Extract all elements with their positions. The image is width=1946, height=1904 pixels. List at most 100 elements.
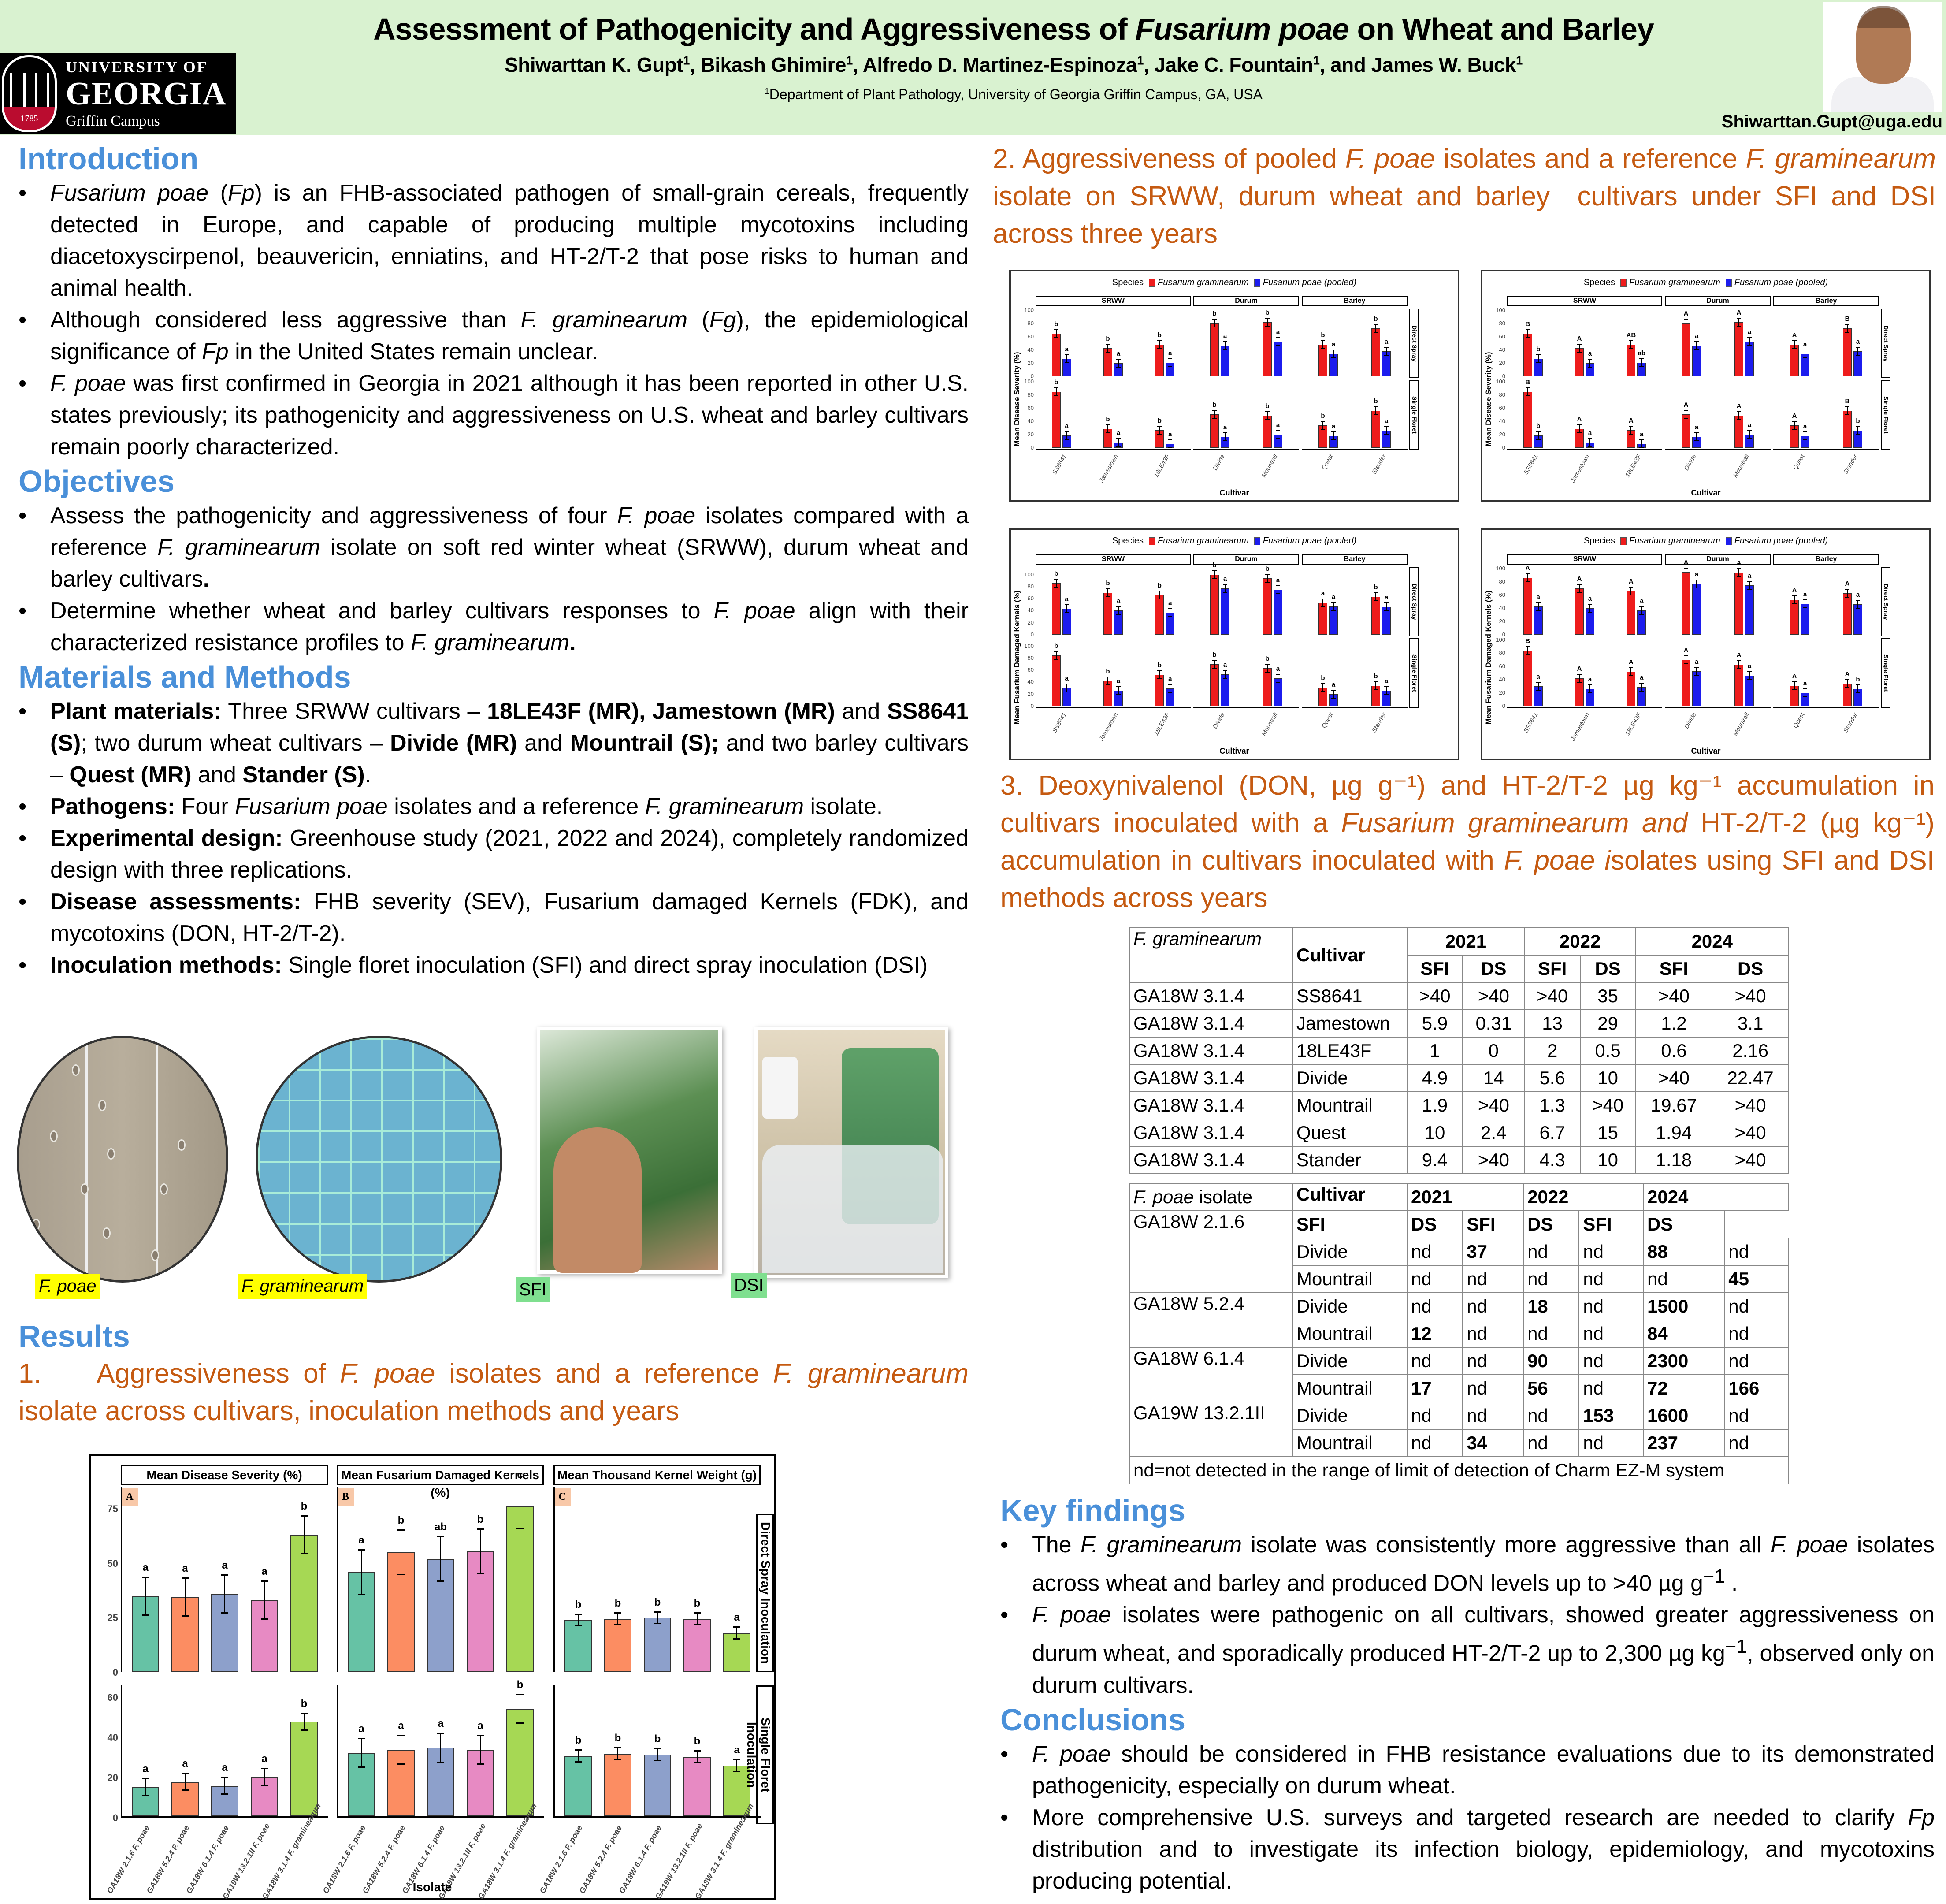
value-cell: 1.3	[1524, 1091, 1581, 1119]
chart-legend: Species Fusarium graminearum Fusarium poae…	[1112, 278, 1357, 287]
bar	[1692, 584, 1701, 635]
bar	[290, 1535, 318, 1672]
value-cell: >40	[1712, 982, 1789, 1010]
facet-label: Single Floret Inoculation	[1881, 638, 1890, 708]
bar	[1790, 345, 1799, 376]
conclusion-bullet: F. poae should be considered in FHB resi…	[1000, 1738, 1935, 1802]
value-cell: 4.9	[1407, 1064, 1463, 1092]
col-method: SFI	[1462, 1210, 1524, 1238]
value-cell: 37	[1462, 1238, 1524, 1266]
group-strip: SRWW	[1036, 296, 1191, 306]
contact-email[interactable]: Shiwarttan.Gupt@uga.edu	[1721, 112, 1942, 131]
value-cell: nd	[1724, 1429, 1789, 1457]
value-cell: 35	[1579, 982, 1636, 1010]
bar	[1155, 675, 1164, 706]
bar	[1682, 414, 1690, 448]
bar	[1682, 572, 1690, 635]
group-strip: Barley	[1302, 296, 1408, 306]
chart-legend: Species Fusarium graminearum Fusarium poae…	[1583, 278, 1828, 287]
cultivar-cell: 18LE43F	[1292, 1037, 1408, 1065]
label-f-poae: F. poae	[35, 1274, 100, 1299]
fdk-chart-uppercase: Species Fusarium graminearum Fusarium poae…	[1481, 528, 1931, 760]
value-cell: nd	[1724, 1292, 1789, 1320]
method-bullet: Pathogens: Four Fusarium poae isolates a…	[19, 791, 969, 822]
value-cell: >40	[1712, 1091, 1789, 1119]
author-name: James W. Buck	[1371, 53, 1516, 76]
facet-label: Direct Spray Inoculation	[1409, 309, 1419, 378]
value-cell: nd	[1523, 1320, 1580, 1348]
bar	[604, 1754, 631, 1816]
affiliation: 1Department of Plant Pathology, Universi…	[765, 86, 1263, 102]
value-cell: nd	[1724, 1347, 1789, 1375]
value-cell: 3.1	[1712, 1009, 1789, 1038]
bar	[1103, 592, 1112, 635]
bar	[1627, 345, 1636, 376]
chart-legend: Species Fusarium graminearum Fusarium poae…	[1583, 536, 1828, 546]
facet-label: Single Floret Inoculation	[1409, 380, 1419, 450]
value-cell: nd	[1406, 1238, 1463, 1266]
ht2-table: F. poae isolate Cultivar 2021 2022 2024 …	[1129, 1183, 1790, 1484]
value-cell: >40	[1635, 1064, 1713, 1092]
group-strip: Barley	[1773, 554, 1879, 565]
f-poae-micrograph	[17, 1036, 228, 1283]
value-cell: nd	[1462, 1292, 1524, 1320]
bar	[1263, 668, 1272, 706]
table-row: GA18W 3.1.4 SS8641 >40 >40 >40 35 >40 >40	[1129, 982, 1789, 1010]
value-cell: >40	[1407, 982, 1463, 1010]
bar	[1682, 660, 1690, 706]
finding-bullet: The F. graminearum isolate was consisten…	[1000, 1529, 1935, 1599]
authors: Shiwarttan K. Gupt1, Bikash Ghimire1, Al…	[505, 53, 1523, 76]
bar	[506, 1708, 534, 1816]
isolate-cell: GA18W 3.1.4	[1129, 1091, 1293, 1119]
value-cell: 1.94	[1635, 1119, 1713, 1147]
y-axis-title: Mean Fusarium Damaged Kernels (%)	[1484, 590, 1493, 725]
cultivar-cell: Divide	[1292, 1347, 1408, 1375]
value-cell: nd	[1578, 1238, 1644, 1266]
col-year: 2024	[1635, 927, 1790, 956]
group-strip: SRWW	[1507, 554, 1662, 565]
finding-bullet: F. poae isolates were pathogenic on all …	[1000, 1599, 1935, 1701]
bar	[1371, 328, 1380, 376]
method-bullet: Experimental design: Greenhouse study (2…	[19, 822, 969, 886]
bar	[1210, 323, 1219, 376]
objective-bullet: Assess the pathogenicity and aggressiven…	[19, 500, 969, 595]
value-cell: 4.3	[1524, 1146, 1581, 1174]
bar	[1627, 672, 1636, 706]
table-row: GA18W 3.1.4 Divide 4.9 14 5.6 10 >40 22.47	[1129, 1064, 1789, 1092]
author-name: Jake C. Fountain	[1154, 53, 1314, 76]
group-strip: Barley	[1773, 296, 1879, 306]
key-findings-list: The F. graminearum isolate was consisten…	[1000, 1529, 1935, 1701]
objective-bullet: Determine whether wheat and barley culti…	[19, 595, 969, 658]
bar	[1263, 578, 1272, 635]
method-bullet: Plant materials: Three SRWW cultivars – …	[19, 695, 969, 791]
bar	[1274, 589, 1282, 635]
x-axis-title: Cultivar	[1691, 747, 1721, 755]
cultivar-cell: Quest	[1292, 1119, 1408, 1147]
value-cell: 0.5	[1579, 1037, 1636, 1065]
value-cell: 6.7	[1524, 1119, 1581, 1147]
cultivar-cell: Mountrail	[1292, 1320, 1408, 1348]
bar	[1853, 604, 1862, 635]
value-cell: 17	[1406, 1374, 1463, 1402]
value-cell: >40	[1579, 1091, 1636, 1119]
col-method: DS	[1406, 1210, 1463, 1238]
bar	[644, 1755, 671, 1816]
section3-heading: 3. Deoxynivalenol (DON, µg g⁻¹) and HT-2…	[1000, 770, 1935, 913]
group-strip: Durum	[1665, 296, 1771, 306]
bar	[1318, 345, 1327, 376]
table-row: GA18W 3.1.4 Stander 9.4 >40 4.3 10 1.18 >40	[1129, 1146, 1789, 1174]
value-cell: 2.4	[1462, 1119, 1525, 1147]
value-cell: 14	[1462, 1064, 1525, 1092]
bar	[564, 1755, 592, 1816]
cultivar-cell: Mountrail	[1292, 1091, 1408, 1119]
group-strip: Barley	[1302, 554, 1408, 565]
section2-heading: 2. Aggressiveness of pooled F. poae isol…	[993, 144, 1936, 249]
label-dsi: DSI	[731, 1273, 767, 1298]
intro-bullet: Although considered less aggressive than…	[19, 304, 969, 368]
col-year: 2024	[1642, 1183, 1790, 1211]
logo-line2: GEORGIA	[66, 75, 227, 112]
